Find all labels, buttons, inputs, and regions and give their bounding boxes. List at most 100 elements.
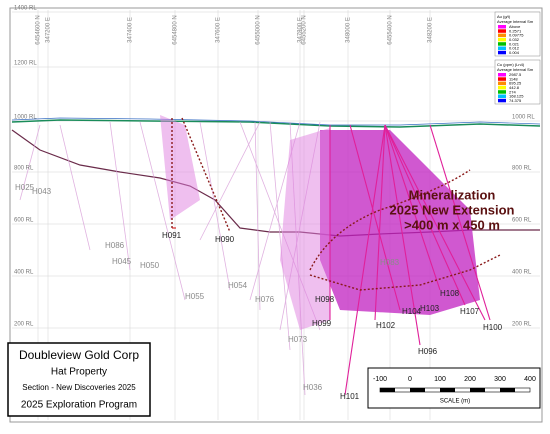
hole-label: H090 xyxy=(215,235,235,244)
hole-label: H055 xyxy=(185,292,205,301)
hole-label: H098 xyxy=(315,295,335,304)
scale-segment xyxy=(410,388,425,392)
hole-label: H101 xyxy=(340,392,360,401)
legend-value: 0.09775 xyxy=(509,33,524,38)
grid-label: 347400 E xyxy=(128,17,134,43)
legend-value: 0.012 xyxy=(509,46,520,51)
legend-swatch xyxy=(498,77,506,81)
legend-swatch xyxy=(498,33,506,38)
legend-swatch xyxy=(498,98,506,103)
scale-tick: 200 xyxy=(464,376,476,383)
grid-label: 348200 E xyxy=(428,17,434,43)
hole-label: H083 xyxy=(380,258,400,267)
hole-label: H104 xyxy=(402,307,422,316)
legend-value: 2987.5 xyxy=(509,72,522,77)
legend-value: 442.8 xyxy=(509,85,520,90)
hole-label: H025 xyxy=(15,183,35,192)
legend-swatch xyxy=(498,73,506,77)
scale-segment xyxy=(470,388,485,392)
hole-label: H096 xyxy=(418,347,438,356)
hole-label: H054 xyxy=(228,281,248,290)
annotation: Mineralization 2025 New Extension >400 m… xyxy=(390,187,515,232)
legend-value: 168.125 xyxy=(509,94,524,99)
section: Section - New Discoveries 2025 xyxy=(22,383,136,392)
halo xyxy=(160,115,330,330)
grid-label: 347200 E xyxy=(46,17,52,43)
legend-value: 74.375 xyxy=(509,98,522,103)
elevation-label: 200 RL xyxy=(512,322,532,328)
elevation-label: 400 RL xyxy=(512,270,532,276)
elevation-label: 200 RL xyxy=(14,322,34,328)
scale-label: SCALE (m) xyxy=(440,399,470,405)
scale-tick: 400 xyxy=(524,376,536,383)
elevation-label: 800 RL xyxy=(14,166,34,172)
grid-label: 348000 E xyxy=(346,17,352,43)
scale-tick: 0 xyxy=(408,376,412,383)
legend-swatch xyxy=(498,25,506,29)
legend-value: 695.25 xyxy=(509,81,522,86)
elevation-label: 600 RL xyxy=(14,218,34,224)
legend-swatch xyxy=(498,37,506,42)
title-box xyxy=(7,342,151,417)
hole-label: H050 xyxy=(140,261,160,270)
hole-label: H036 xyxy=(303,383,323,392)
legend-value: 0.021 xyxy=(509,41,520,46)
grid-label: 6455400 N xyxy=(388,15,394,44)
hole-label: H100 xyxy=(483,323,503,332)
hole-label: H043 xyxy=(32,187,52,196)
grid-label: 347600 E xyxy=(216,17,222,43)
legend-swatch xyxy=(498,85,506,90)
legend-value: Above xyxy=(509,24,521,29)
legend-swatch xyxy=(498,50,506,55)
legend-subtitle: Average Interval Sm xyxy=(497,19,534,24)
hole-label: H045 xyxy=(112,257,132,266)
elevation-label: 1000 RL xyxy=(512,115,535,121)
grid-label: 6454800 N xyxy=(173,15,179,44)
grid-label: 347800 E xyxy=(298,17,304,43)
legend-title: Cu (ppm) (Ln4) xyxy=(497,62,525,67)
hole-label: H086 xyxy=(105,241,125,250)
elevation-label: 800 RL xyxy=(512,166,532,172)
hole-label: H107 xyxy=(460,307,480,316)
drill-fan xyxy=(329,124,491,396)
legend-swatch xyxy=(498,94,506,98)
elevation-label: 1200 RL xyxy=(14,61,37,67)
scale-tick: 100 xyxy=(434,376,446,383)
hole-label: H102 xyxy=(376,321,396,330)
program: 2025 Exploration Program xyxy=(21,400,137,411)
hole-label: H091 xyxy=(162,231,182,240)
annotation-line: 2025 New Extension xyxy=(390,202,515,217)
legend-swatch xyxy=(498,46,506,50)
elevation-label: 1000 RL xyxy=(14,115,37,121)
legend-swatch xyxy=(498,29,506,33)
legend-swatch xyxy=(498,90,506,94)
hole-label: H108 xyxy=(440,289,460,298)
legend-title: Au (g/t) xyxy=(497,14,511,19)
scale-tick: 300 xyxy=(494,376,506,383)
hole-label: H103 xyxy=(420,304,440,313)
company: Doubleview Gold Corp xyxy=(19,348,139,362)
hole-label: H076 xyxy=(255,295,275,304)
legend-value: 274 xyxy=(509,89,516,94)
scale-segment xyxy=(440,388,455,392)
legend-value: 1148 xyxy=(509,76,518,81)
legend-value: 0.032 xyxy=(509,37,520,42)
grid-label: 6455000 N xyxy=(256,15,262,44)
legend-swatch xyxy=(498,81,506,86)
elevation-label: 600 RL xyxy=(512,218,532,224)
hole-label: H073 xyxy=(288,335,308,344)
grid-label: 6455200 N xyxy=(302,15,308,44)
grid-label: 6454600 N xyxy=(36,15,42,44)
scale-tick: -100 xyxy=(373,376,387,383)
hole-label: H099 xyxy=(312,319,332,328)
annotation-line: Mineralization xyxy=(409,187,496,202)
legend-value: 0.004 xyxy=(509,50,520,55)
annotation-line: >400 m x 450 m xyxy=(404,217,500,232)
legend-subtitle: Average Interval Sm xyxy=(497,67,534,72)
legend-value: 0.2571 xyxy=(509,28,522,33)
legend-swatch xyxy=(498,42,506,46)
scale-segment xyxy=(380,388,395,392)
scale-segment xyxy=(500,388,515,392)
elevation-label: 400 RL xyxy=(14,270,34,276)
